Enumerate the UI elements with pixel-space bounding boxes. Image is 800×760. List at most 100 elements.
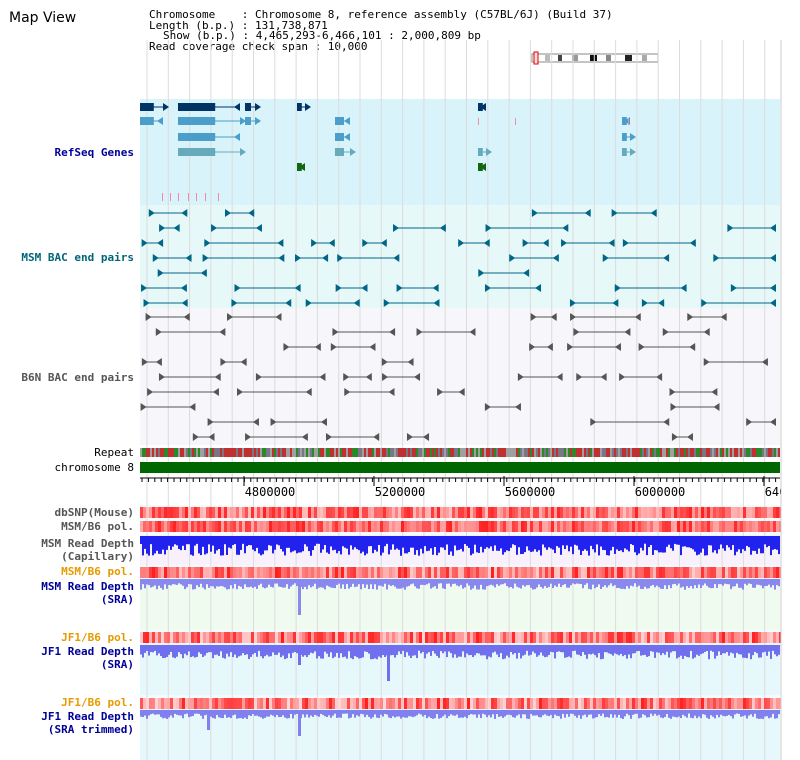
jf1-depth-sra-bar bbox=[198, 645, 200, 653]
msm-depth-sra-bar bbox=[342, 579, 344, 585]
msm-pol-cell bbox=[551, 521, 554, 532]
msm-bac-end bbox=[224, 209, 231, 217]
jf1-pol-cell bbox=[551, 632, 554, 643]
jf1-depth-trim-bar bbox=[166, 710, 168, 719]
repeat-segment bbox=[298, 448, 300, 457]
msm-depth-sra-bar bbox=[710, 579, 712, 589]
jf1-pol-cell bbox=[758, 632, 761, 643]
jf1-depth-sra-bar bbox=[214, 645, 216, 655]
msm-depth-sra-bar bbox=[768, 579, 770, 585]
jf1-pol2-cell bbox=[617, 698, 620, 709]
msm-pol2-cell bbox=[527, 567, 530, 578]
msm-pol-cell bbox=[314, 521, 317, 532]
jf1-depth-trim-bar bbox=[552, 710, 554, 719]
jf1-depth-sra-bar bbox=[158, 645, 160, 654]
dbsnp-cell bbox=[290, 507, 293, 518]
msm-pol-cell bbox=[698, 521, 701, 532]
jf1-depth-sra-bar bbox=[514, 645, 516, 654]
msm-depth-cap-bar bbox=[254, 536, 256, 552]
msm-depth-sra-bar bbox=[636, 579, 638, 587]
msm-pol2-cell bbox=[524, 567, 527, 578]
jf1-depth-sra-bar bbox=[556, 645, 558, 653]
msm-bac-end bbox=[730, 284, 737, 292]
repeat-segment bbox=[372, 448, 374, 457]
msm-depth-sra-bar bbox=[456, 579, 458, 586]
jf1-depth-trim-bar bbox=[392, 710, 394, 717]
jf1-depth-trim-bar bbox=[400, 710, 402, 719]
msm-depth-sra-bar bbox=[212, 579, 214, 587]
msm-pol-cell bbox=[632, 521, 635, 532]
msm-depth-sra-bar bbox=[536, 579, 538, 588]
jf1-depth-trim-bar bbox=[490, 710, 492, 718]
msm-pol-cell bbox=[257, 521, 260, 532]
repeat-segment bbox=[554, 448, 556, 457]
msm-depth-cap-bar bbox=[518, 536, 520, 548]
msm-depth-sra-bar bbox=[304, 579, 306, 587]
jf1-depth-sra-bar bbox=[730, 645, 732, 653]
msm-depth-cap-bar bbox=[532, 536, 534, 552]
b6n-bac-end bbox=[314, 343, 321, 351]
msm-depth-sra-bar bbox=[350, 579, 352, 587]
jf1-pol2-cell bbox=[563, 698, 566, 709]
msm-depth-cap-bar bbox=[428, 536, 430, 551]
jf1-depth-sra-bar bbox=[242, 645, 244, 654]
b6n-bac-end bbox=[381, 358, 388, 366]
dbsnp-cell bbox=[605, 507, 608, 518]
msm-depth-cap-bar bbox=[380, 536, 382, 556]
repeat-segment bbox=[688, 448, 690, 457]
msm-pol2-cell bbox=[674, 567, 677, 578]
dbsnp-cell bbox=[593, 507, 596, 518]
jf1-depth-sra-bar bbox=[392, 645, 394, 656]
dbsnp-cell bbox=[755, 507, 758, 518]
jf1-pol-cell bbox=[230, 632, 233, 643]
jf1-pol2-cell bbox=[764, 698, 767, 709]
jf1-depth-sra-bar bbox=[760, 645, 762, 658]
msm-pol-cell bbox=[185, 521, 188, 532]
repeat-segment bbox=[392, 448, 394, 457]
msm-pol2-cell bbox=[206, 567, 209, 578]
msm-depth-cap-bar bbox=[674, 536, 676, 544]
dbsnp-cell bbox=[650, 507, 653, 518]
msm-depth-cap-bar bbox=[694, 536, 696, 552]
msm-depth-cap-bar bbox=[142, 536, 144, 556]
jf1-depth-trim-bar bbox=[438, 710, 440, 719]
jf1-depth-sra-bar bbox=[712, 645, 714, 652]
msm-depth-sra-bar bbox=[430, 579, 432, 589]
b6n-bac-end bbox=[634, 313, 641, 321]
jf1-depth-sra-bar bbox=[180, 645, 182, 655]
dbsnp-cell bbox=[428, 507, 431, 518]
msm-depth-cap-bar bbox=[504, 536, 506, 553]
msm-depth-sra-bar bbox=[752, 579, 754, 588]
jf1-depth-trim-bar bbox=[716, 710, 718, 715]
msm-depth-cap-bar bbox=[656, 536, 658, 551]
axis-tick-label: 6000000 bbox=[635, 485, 686, 499]
msm-pol-cell bbox=[431, 521, 434, 532]
repeat-segment bbox=[650, 448, 652, 457]
msm-depth-cap-bar bbox=[192, 536, 194, 556]
dbsnp-cell bbox=[209, 507, 212, 518]
jf1-pol2-cell bbox=[188, 698, 191, 709]
msm-bac-end bbox=[337, 254, 344, 262]
msm-pol2-cell bbox=[158, 567, 161, 578]
repeat-segment bbox=[594, 448, 596, 457]
repeat-segment bbox=[394, 448, 396, 457]
msm-pol2-cell bbox=[617, 567, 620, 578]
b6n-bac-end bbox=[546, 343, 553, 351]
jf1-pol-cell bbox=[299, 632, 302, 643]
msm-depth-sra-bar bbox=[232, 579, 234, 589]
dbsnp-cell bbox=[563, 507, 566, 518]
msm-pol-cell bbox=[512, 521, 515, 532]
msm-pol-cell bbox=[194, 521, 197, 532]
msm-pol2-cell bbox=[329, 567, 332, 578]
msm-pol-cell bbox=[239, 521, 242, 532]
jf1-pol2-cell bbox=[461, 698, 464, 709]
msm-depth-sra-bar bbox=[228, 579, 230, 590]
msm-depth-cap-bar bbox=[472, 536, 474, 554]
b6n-bac-end bbox=[689, 343, 696, 351]
msm-depth-cap-bar bbox=[162, 536, 164, 550]
repeat-segment bbox=[700, 448, 702, 457]
jf1-pol2-cell bbox=[647, 698, 650, 709]
b6n-bac-end bbox=[416, 328, 423, 336]
gene-marker bbox=[628, 118, 629, 125]
